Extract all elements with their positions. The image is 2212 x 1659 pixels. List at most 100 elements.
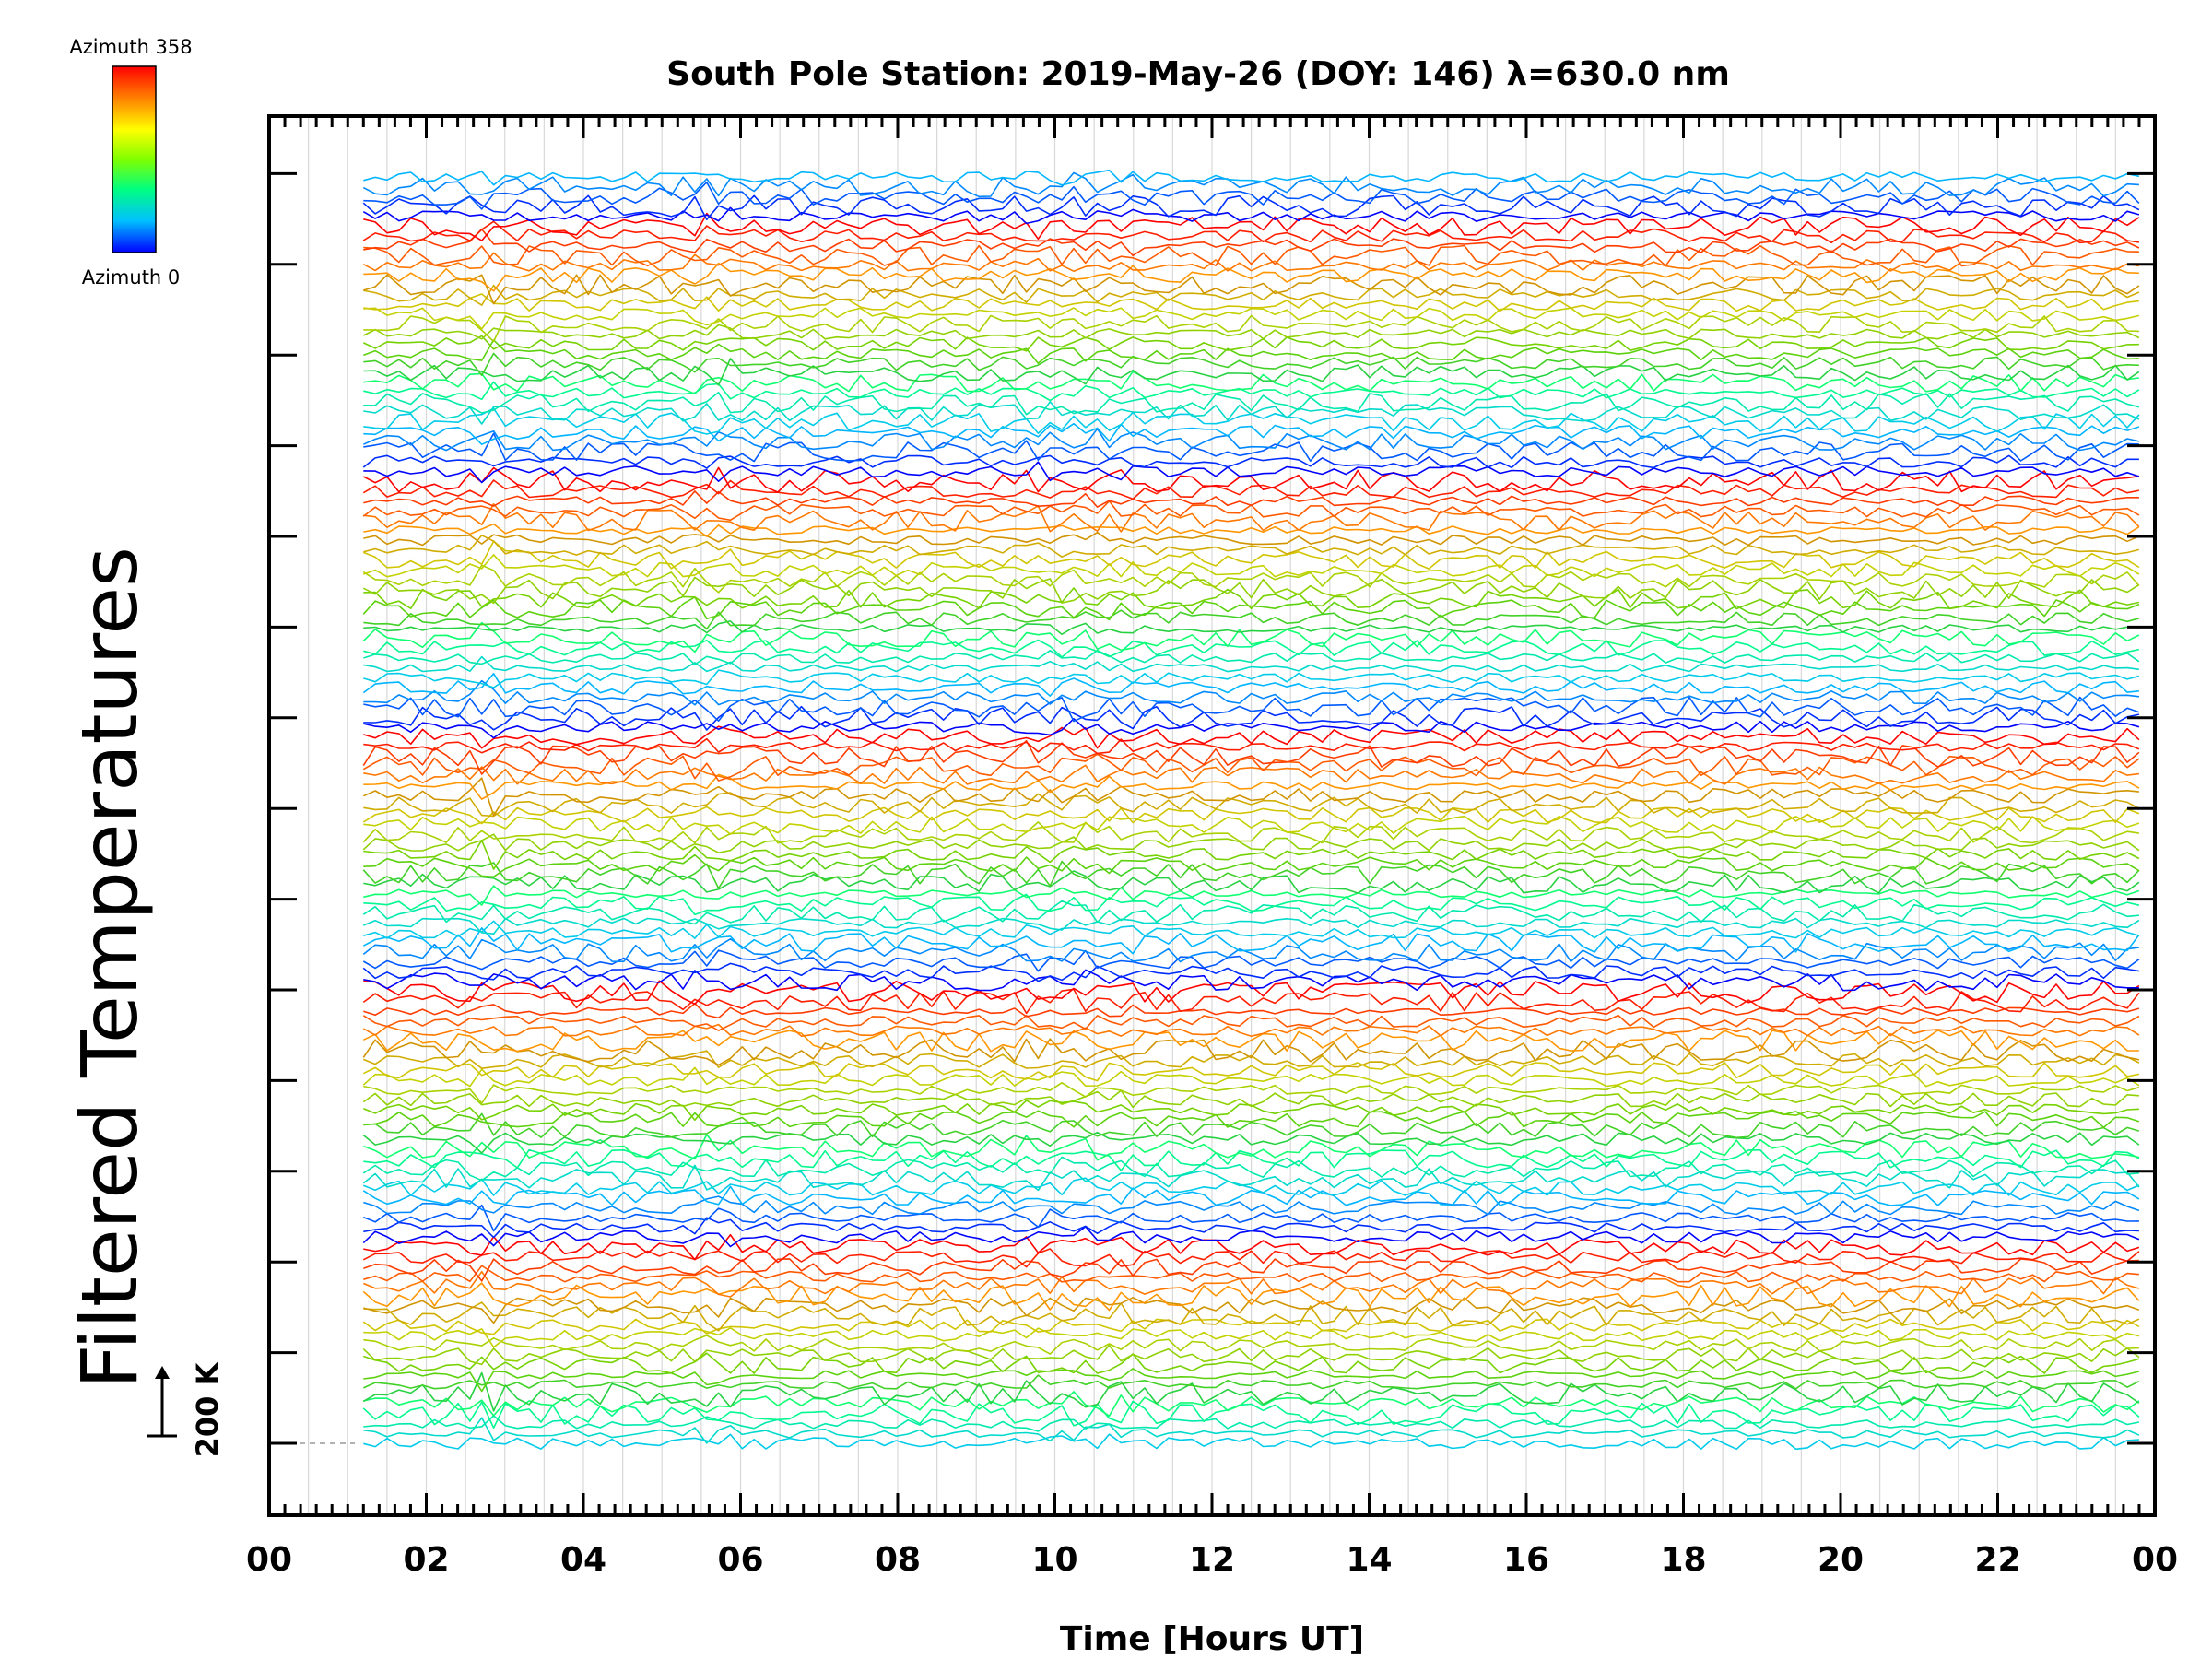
series-line [362,1050,2140,1069]
series-line [362,927,2140,955]
series-line [363,422,2140,446]
series-line [362,753,2140,782]
series-line [363,1110,2140,1129]
series-line [363,400,2140,425]
series-line [362,988,2140,1015]
series-line [363,1082,2140,1104]
series-line [363,1177,2140,1196]
series-line [362,949,2140,972]
series-line [362,1270,2140,1298]
series-line [363,885,2140,906]
series-line [363,609,2140,630]
series-line [363,228,2140,257]
x-tick-label: 02 [403,1541,449,1579]
series-line [363,339,2139,364]
series-line [363,1417,2140,1444]
series-line [363,969,2139,992]
series-line [363,1258,2139,1282]
series-line [362,1023,2140,1037]
series-line [362,466,2140,493]
series-line [363,1233,2140,1261]
series-line [362,1185,2140,1206]
series-line [362,1156,2139,1182]
series-line [363,655,2140,673]
series-line [363,212,2140,241]
series-line [363,1335,2139,1355]
series-line [363,244,2139,267]
series-line [362,833,2140,854]
series-line [363,181,2140,210]
series-line [362,1131,2140,1154]
series-line [362,194,2140,220]
series-line [363,293,2139,312]
series-line [363,262,2139,292]
series-line [363,773,2140,800]
series-line [363,1301,2140,1332]
series-line [362,220,2140,244]
x-tick-labels: 00 02 04 06 08 10 12 14 16 18 20 22 00 [246,1541,2178,1579]
series-line [362,324,2140,340]
series-line [362,1062,2140,1082]
series-line [363,540,2140,570]
x-tick-label: 00 [246,1541,292,1579]
x-tick-label: 06 [717,1541,763,1579]
series-line [363,1368,2140,1393]
series-layer [362,169,2140,1451]
series-line [363,725,2140,749]
plot-frame [267,114,2157,1517]
series-line [363,352,2139,377]
series-line [362,1248,2140,1268]
colorbar-bottom-label: Azimuth 0 [82,266,181,288]
x-tick-label: 18 [1660,1541,1706,1579]
series-line [363,639,2140,658]
series-line [363,531,2140,547]
series-line [362,962,2140,982]
series-line [363,169,2140,186]
series-line [363,620,2139,636]
series-line [362,1164,2140,1192]
series-line [363,391,2140,416]
series-line [362,454,2139,469]
series-line [363,920,2140,939]
series-line [362,821,2140,844]
x-tick-label: 20 [1818,1541,1864,1579]
series-line [363,980,2140,1006]
x-tick-label: 22 [1974,1541,2020,1579]
series-line [363,490,2139,508]
x-axis-label: Time [Hours UT] [1060,1620,1364,1658]
y-axis-label: Filtered Temperatures [65,547,155,1389]
series-line [363,870,2140,894]
series-line [362,672,2139,697]
series-line [363,461,2140,484]
series-line [362,1400,2140,1429]
series-line [363,1391,2140,1418]
x-tick-label: 10 [1031,1541,1077,1579]
series-line [362,171,2139,198]
series-line [363,1134,2140,1161]
x-tick-label: 04 [560,1541,606,1579]
scale-bar-arrow [155,1366,170,1379]
x-tick-label: 14 [1346,1541,1392,1579]
series-line [362,1100,2139,1121]
series-line [362,252,2140,273]
series-line [363,815,2140,835]
plot-area [267,114,2157,1517]
series-line [363,853,2140,878]
series-line [362,806,2140,825]
series-line [362,1089,2139,1109]
colorbar [112,65,157,253]
series-line [363,839,2140,870]
series-line [362,206,2140,225]
series-line [363,696,2140,723]
series-line [363,314,2139,343]
series-line [362,917,2140,935]
series-line [363,381,2140,402]
series-line [362,479,2140,500]
series-line [363,1433,2139,1451]
series-line [362,900,2139,925]
x-tick-label: 00 [2132,1541,2178,1579]
series-line [363,307,2140,330]
series-line [363,1297,2140,1324]
series-line [363,502,2140,533]
